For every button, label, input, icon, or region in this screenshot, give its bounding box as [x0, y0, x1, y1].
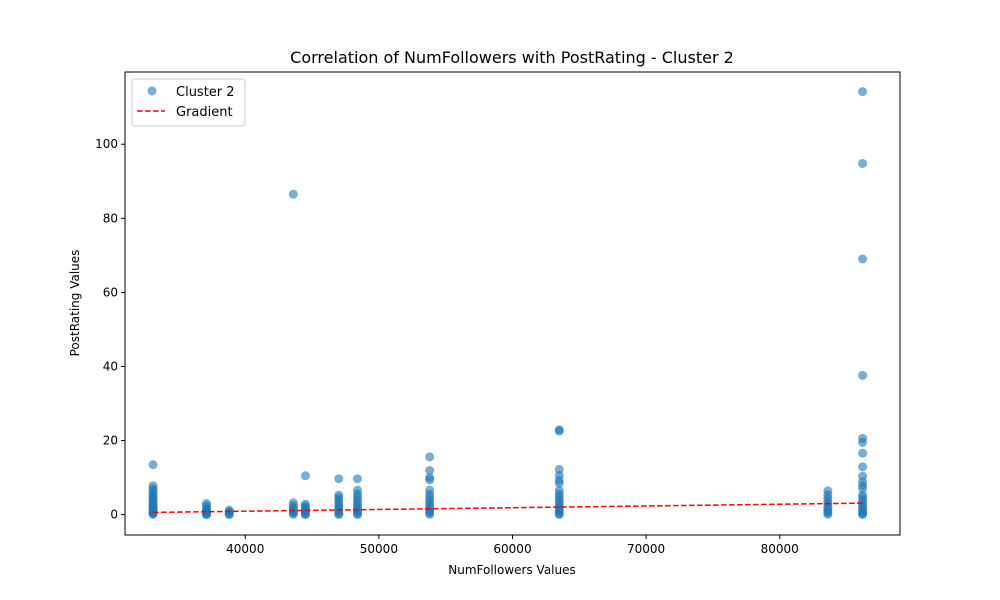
x-tick-label: 80000 — [761, 542, 799, 556]
scatter-point — [858, 448, 868, 458]
scatter-point — [334, 474, 344, 484]
scatter-point — [353, 510, 362, 520]
y-axis-ticks: 0 20 40 60 80 100 — [95, 137, 125, 522]
y-tick-label: 0 — [110, 508, 118, 522]
scatter-point — [300, 471, 310, 481]
legend-label-gradient: Gradient — [176, 105, 233, 120]
x-tick-label: 70000 — [627, 542, 665, 556]
scatter-point — [858, 370, 868, 380]
scatter-point — [425, 475, 435, 485]
scatter-point — [858, 510, 868, 520]
x-axis-ticks: 40000 50000 60000 70000 80000 — [226, 535, 799, 556]
y-tick-label: 20 — [103, 434, 118, 448]
y-tick-label: 60 — [103, 285, 118, 299]
gradient-line-layer — [153, 502, 863, 514]
x-axis-title: NumFollowers Values — [448, 563, 576, 577]
scatter-point — [858, 437, 868, 447]
scatter-point — [858, 254, 868, 264]
plot-area — [124, 71, 901, 536]
scatter-point — [425, 509, 435, 519]
scatter-point — [353, 474, 362, 484]
y-tick-label: 40 — [103, 359, 118, 373]
scatter-point — [554, 426, 564, 436]
scatter-points — [148, 87, 868, 520]
scatter-point — [823, 509, 833, 519]
legend-label-cluster: Cluster 2 — [176, 85, 235, 100]
scatter-point — [425, 452, 435, 462]
legend-marker-cluster — [147, 86, 157, 96]
y-tick-label: 100 — [95, 137, 118, 151]
scatter-point — [288, 189, 298, 199]
scatter-point — [224, 510, 234, 520]
chart-title: Correlation of NumFollowers with PostRat… — [290, 48, 734, 67]
x-tick-label: 50000 — [360, 542, 398, 556]
scatter-point — [148, 509, 158, 519]
scatter-point — [334, 510, 344, 520]
scatter-point — [554, 478, 564, 488]
scatter-point — [858, 158, 868, 168]
scatter-point — [554, 510, 564, 520]
scatter-point — [288, 509, 298, 519]
y-tick-label: 80 — [103, 211, 118, 225]
scatter-point — [148, 460, 158, 470]
x-tick-label: 60000 — [493, 542, 531, 556]
y-axis-title: PostRating Values — [68, 250, 82, 357]
x-tick-label: 40000 — [226, 542, 264, 556]
legend-box — [131, 78, 246, 127]
gradient-line — [153, 502, 863, 514]
scatter-point — [425, 466, 435, 476]
scatter-point — [858, 484, 868, 494]
legend: Cluster 2 Gradient — [131, 78, 246, 127]
scatter-point — [300, 510, 310, 520]
scatter-point — [858, 87, 868, 97]
scatter-point — [858, 462, 868, 472]
